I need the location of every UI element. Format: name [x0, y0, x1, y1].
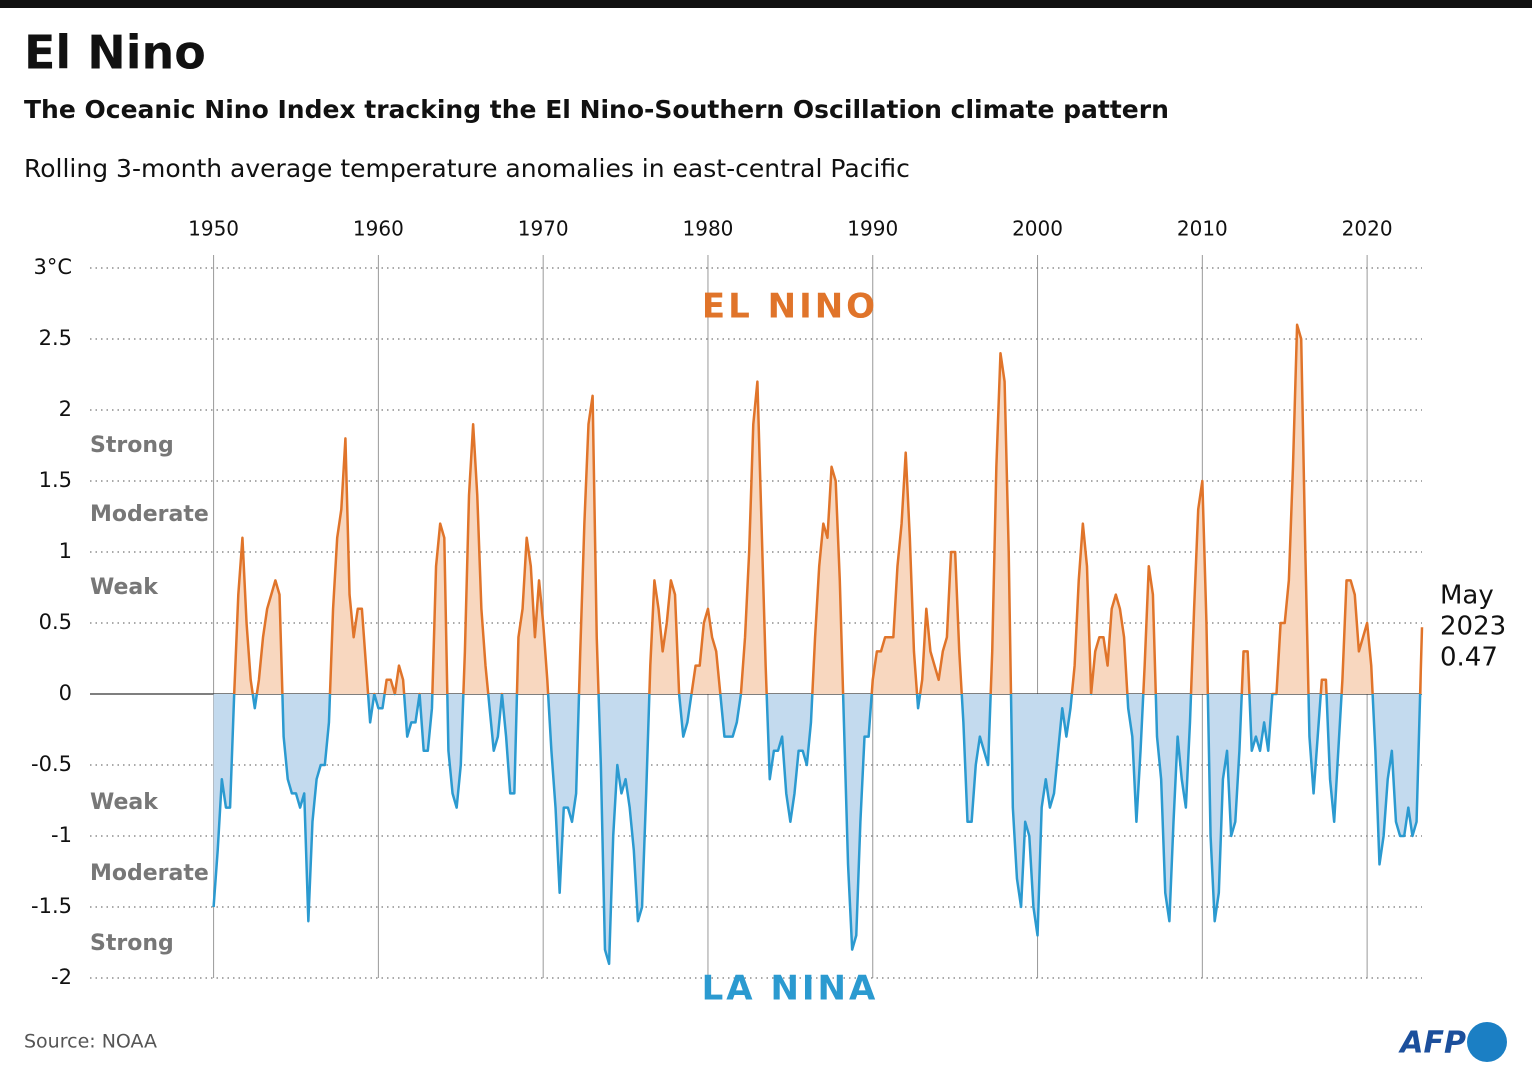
strength-label: Strong: [90, 931, 174, 956]
last-point-label: May: [1440, 581, 1494, 611]
la-nina-label: LA NINA: [702, 969, 879, 1009]
y-tick-label: -1: [51, 823, 72, 847]
last-point-label: 2023: [1440, 612, 1506, 642]
chart-title: El Nino: [24, 26, 206, 80]
x-tick-label: 1960: [353, 217, 404, 241]
chart-description: Rolling 3-month average temperature anom…: [24, 154, 910, 183]
x-tick-label: 2000: [1012, 217, 1063, 241]
line-below: [212, 694, 1422, 966]
strength-label: Moderate: [90, 502, 209, 527]
x-tick-label: 1950: [188, 217, 239, 241]
el-nino-label: EL NINO: [702, 287, 878, 327]
logo: AFP: [1398, 1026, 1466, 1061]
y-tick-label: 2.5: [39, 326, 72, 350]
x-tick-label: 1990: [847, 217, 898, 241]
logo-dot: [1467, 1022, 1507, 1062]
line-above: [232, 323, 1424, 694]
y-tick-label: 3°C: [33, 255, 72, 279]
y-tick-label: 2: [59, 397, 72, 421]
chart-subtitle: The Oceanic Nino Index tracking the El N…: [24, 95, 1169, 124]
strength-label: Moderate: [90, 861, 209, 886]
x-tick-label: 1980: [683, 217, 734, 241]
y-tick-label: 0: [59, 681, 72, 705]
x-tick-label: 2020: [1342, 217, 1393, 241]
top-bar: [0, 0, 1532, 8]
last-point-value: 0.47: [1440, 643, 1498, 673]
strength-label: Weak: [90, 790, 159, 815]
y-tick-label: 0.5: [39, 610, 72, 634]
y-tick-label: 1: [59, 539, 72, 563]
strength-label: Weak: [90, 575, 159, 600]
y-tick-label: -0.5: [31, 752, 72, 776]
y-tick-label: 1.5: [39, 468, 72, 492]
source: Source: NOAA: [24, 1031, 157, 1053]
area-above: [213, 324, 1422, 694]
x-tick-label: 1970: [518, 217, 569, 241]
strength-label: Strong: [90, 433, 174, 458]
y-tick-label: -1.5: [31, 894, 72, 918]
y-tick-label: -2: [51, 965, 72, 989]
x-tick-label: 2010: [1177, 217, 1228, 241]
